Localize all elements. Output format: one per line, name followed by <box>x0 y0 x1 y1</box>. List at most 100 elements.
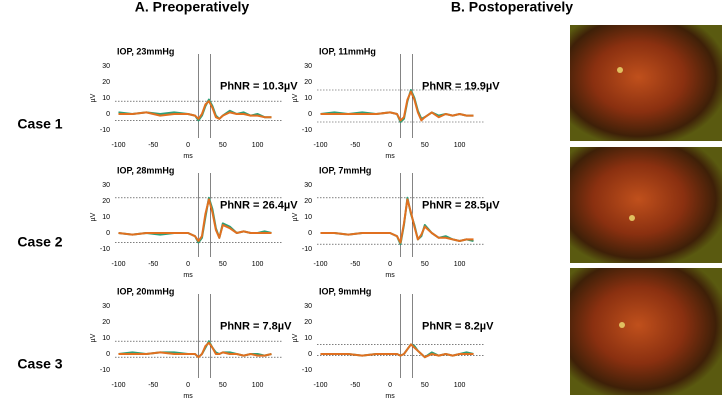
trace <box>118 198 272 242</box>
y-axis-label: µV <box>292 93 299 102</box>
optic-disc <box>617 67 623 73</box>
y-tick-label: 20 <box>102 198 110 205</box>
x-tick-label: 0 <box>186 382 190 389</box>
y-tick-label: 30 <box>102 182 110 189</box>
y-tick-label: -10 <box>100 246 110 253</box>
case-label: Case 2 <box>17 234 62 250</box>
y-axis-label: µV <box>292 333 299 342</box>
x-tick-label: -50 <box>148 261 158 268</box>
optic-disc <box>629 215 635 221</box>
y-axis-label: µV <box>90 333 97 342</box>
x-axis-label: ms <box>183 153 193 160</box>
y-tick-label: 30 <box>304 182 312 189</box>
x-tick-label: 50 <box>219 142 227 149</box>
x-tick-label: -50 <box>148 382 158 389</box>
x-tick-label: 100 <box>454 142 466 149</box>
y-tick-label: 10 <box>304 214 312 221</box>
fundus-photo <box>570 25 722 141</box>
iop-annotation: IOP, 9mmHg <box>319 286 371 296</box>
y-tick-label: 0 <box>106 230 110 237</box>
y-tick-label: 30 <box>102 63 110 70</box>
x-tick-label: -100 <box>313 382 327 389</box>
trace <box>320 90 474 122</box>
y-tick-label: 0 <box>308 230 312 237</box>
y-tick-label: 0 <box>308 111 312 118</box>
x-tick-label: -50 <box>350 382 360 389</box>
phnr-annotation: PhNR = 8.2µV <box>422 321 494 333</box>
x-tick-label: -100 <box>111 261 125 268</box>
x-tick-label: 0 <box>186 142 190 149</box>
y-tick-label: 20 <box>304 198 312 205</box>
iop-annotation: IOP, 7mmHg <box>319 165 371 175</box>
x-tick-label: 0 <box>388 142 392 149</box>
x-tick-label: 50 <box>421 261 429 268</box>
iop-annotation: IOP, 23mmHg <box>117 46 174 56</box>
y-tick-label: -10 <box>302 367 312 374</box>
iop-annotation: IOP, 28mmHg <box>117 165 174 175</box>
x-tick-label: -100 <box>111 142 125 149</box>
x-tick-label: 50 <box>219 382 227 389</box>
phnr-annotation: PhNR = 28.5µV <box>422 200 500 212</box>
case-label: Case 1 <box>17 116 62 132</box>
x-tick-label: -100 <box>313 142 327 149</box>
y-tick-label: -10 <box>302 127 312 134</box>
y-tick-label: -10 <box>302 246 312 253</box>
x-tick-label: 50 <box>421 382 429 389</box>
x-axis-label: ms <box>183 272 193 279</box>
x-tick-label: -50 <box>148 142 158 149</box>
trace <box>320 343 474 359</box>
y-tick-label: 30 <box>304 303 312 310</box>
fundus-photo <box>570 268 722 395</box>
x-axis-label: ms <box>385 153 395 160</box>
y-tick-label: 20 <box>304 319 312 326</box>
x-tick-label: -100 <box>111 382 125 389</box>
x-tick-label: 0 <box>186 261 190 268</box>
x-tick-label: 50 <box>219 261 227 268</box>
y-tick-label: 20 <box>102 79 110 86</box>
column-heading: B. Postoperatively <box>451 0 573 15</box>
phnr-annotation: PhNR = 19.9µV <box>422 81 500 93</box>
trace <box>118 341 272 359</box>
y-tick-label: 10 <box>304 95 312 102</box>
y-axis-label: µV <box>90 212 97 221</box>
y-tick-label: 0 <box>106 351 110 358</box>
iop-annotation: IOP, 20mmHg <box>117 286 174 296</box>
x-tick-label: 100 <box>454 382 466 389</box>
y-tick-label: 20 <box>102 319 110 326</box>
trace <box>320 198 474 244</box>
iop-annotation: IOP, 11mmHg <box>319 46 376 56</box>
y-tick-label: -10 <box>100 127 110 134</box>
y-axis-label: µV <box>90 93 97 102</box>
x-tick-label: 50 <box>421 142 429 149</box>
y-tick-label: -10 <box>100 367 110 374</box>
x-tick-label: 100 <box>252 142 264 149</box>
trace <box>118 100 272 120</box>
x-tick-label: 100 <box>252 261 264 268</box>
y-tick-label: 20 <box>304 79 312 86</box>
y-tick-label: 30 <box>304 63 312 70</box>
x-tick-label: 100 <box>252 382 264 389</box>
x-tick-label: 100 <box>454 261 466 268</box>
x-axis-label: ms <box>183 393 193 400</box>
case-label: Case 3 <box>17 356 62 372</box>
y-tick-label: 10 <box>102 214 110 221</box>
x-tick-label: 0 <box>388 382 392 389</box>
optic-disc <box>619 322 625 328</box>
y-tick-label: 10 <box>304 335 312 342</box>
trace <box>118 98 272 122</box>
phnr-annotation: PhNR = 7.8µV <box>220 321 292 333</box>
fundus-photo <box>570 147 722 263</box>
phnr-annotation: PhNR = 10.3µV <box>220 81 298 93</box>
y-tick-label: 0 <box>308 351 312 358</box>
phnr-annotation: PhNR = 26.4µV <box>220 200 298 212</box>
x-axis-label: ms <box>385 393 395 400</box>
y-tick-label: 10 <box>102 95 110 102</box>
y-tick-label: 0 <box>106 111 110 118</box>
trace <box>320 89 474 123</box>
y-tick-label: 10 <box>102 335 110 342</box>
x-tick-label: -50 <box>350 142 360 149</box>
x-tick-label: 0 <box>388 261 392 268</box>
column-heading: A. Preoperatively <box>135 0 250 15</box>
x-axis-label: ms <box>385 272 395 279</box>
